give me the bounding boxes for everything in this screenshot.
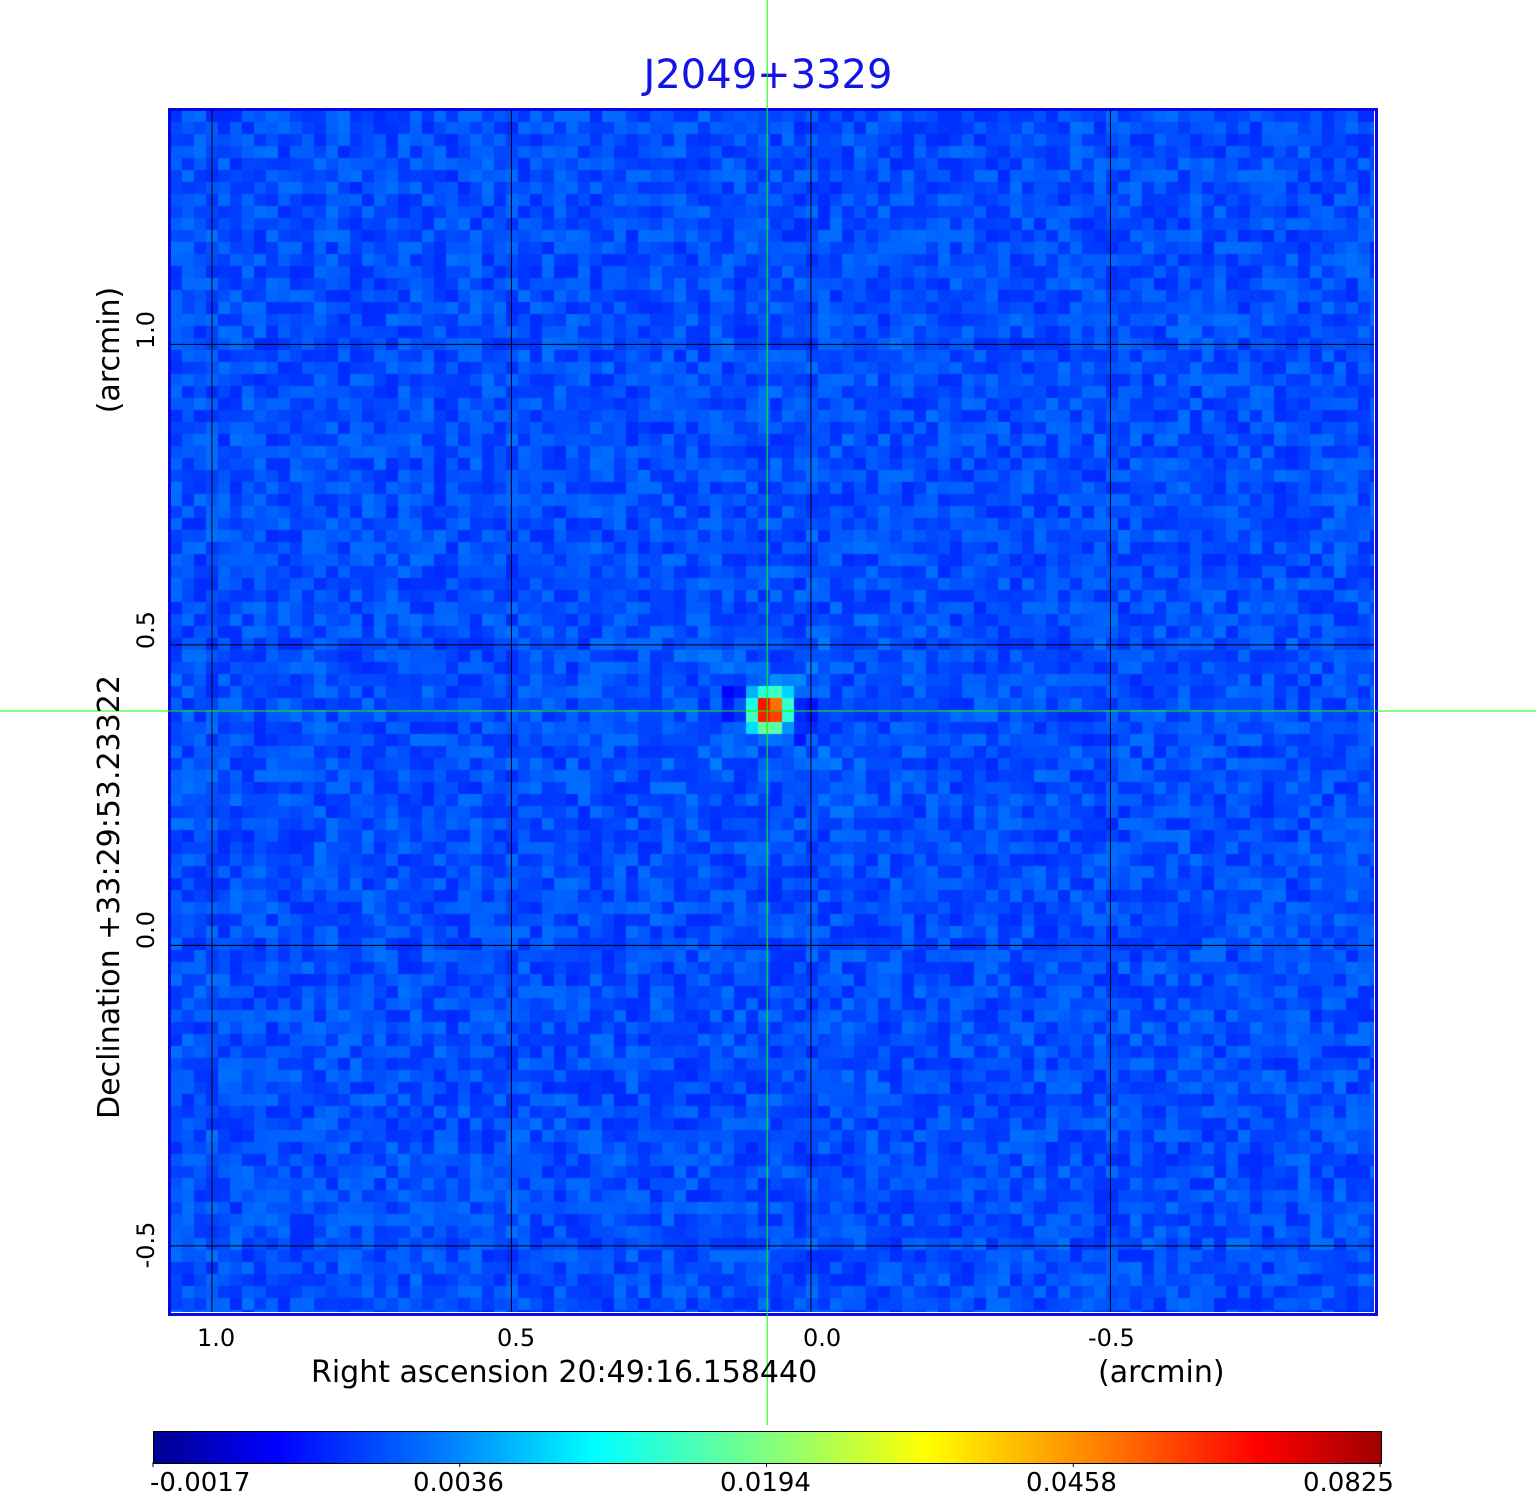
x-axis-unit: (arcmin) xyxy=(1098,1355,1225,1390)
y-tick-label: 0.0 xyxy=(132,910,160,950)
y-tick-label: 1.0 xyxy=(132,310,160,350)
plot-title: J2049+3329 xyxy=(643,52,893,98)
x-axis-label: Right ascension 20:49:16.158440 xyxy=(311,1355,818,1390)
colorbar-tick-label: 0.0825 xyxy=(1303,1468,1394,1498)
y-tick-label: 0.5 xyxy=(132,610,160,650)
colorbar-tick-label: 0.0194 xyxy=(720,1468,811,1498)
colorbar-tick-label: 0.0458 xyxy=(1026,1468,1117,1498)
y-tick-label: -0.5 xyxy=(132,1221,160,1269)
colorbar-tick-label: -0.0017 xyxy=(150,1468,251,1498)
x-tick-label: 0.5 xyxy=(497,1324,536,1352)
x-tick-label: 0.0 xyxy=(803,1324,842,1352)
colorbar-tick-label: 0.0036 xyxy=(413,1468,504,1498)
y-axis-unit: (arcmin) xyxy=(92,286,127,414)
y-axis-label: Declination +33:29:53.23322 xyxy=(92,675,127,1119)
x-tick-label: 1.0 xyxy=(197,1324,236,1352)
colorbar xyxy=(153,1431,1382,1464)
x-tick-label: -0.5 xyxy=(1088,1324,1135,1352)
